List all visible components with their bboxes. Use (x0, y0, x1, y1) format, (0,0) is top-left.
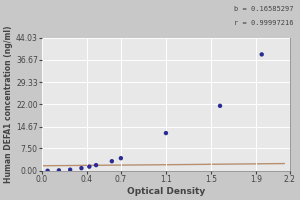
Point (118, 157, 123, 160)
X-axis label: Optical Density: Optical Density (127, 187, 205, 196)
Text: r = 0.99997216: r = 0.99997216 (235, 20, 294, 26)
Point (56, 169, 61, 172)
Point (45, 169, 50, 172)
Point (259, 53, 264, 56)
Point (164, 131, 168, 135)
Point (87, 165, 92, 168)
Text: b = 0.16585297: b = 0.16585297 (235, 6, 294, 12)
Point (68, 168, 73, 171)
Y-axis label: Human DEFA1 concentration (ng/ml): Human DEFA1 concentration (ng/ml) (4, 26, 13, 183)
Point (79, 167, 84, 170)
Point (94, 164, 98, 167)
Point (110, 160, 114, 163)
Point (218, 104, 222, 107)
